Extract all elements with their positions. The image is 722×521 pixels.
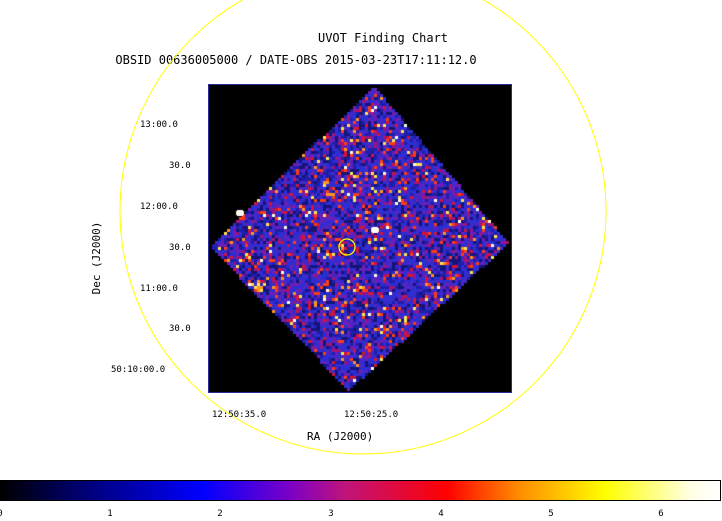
dec-tick-label: 11:00.0	[140, 284, 178, 294]
dec-tick-label: 30.0	[169, 161, 191, 171]
dec-axis-label: Dec (J2000)	[90, 221, 103, 295]
ra-tick-label: 12:50:35.0	[212, 410, 267, 420]
colorbar-tick-label: 6	[658, 509, 664, 519]
uvot-image-canvas	[209, 85, 511, 392]
field-of-view-circle	[119, 0, 607, 455]
colorbar	[0, 480, 721, 501]
colorbar-tick-label: 4	[438, 509, 444, 519]
dec-tick-label: 12:00.0	[140, 202, 178, 212]
colorbar-tick-label: 5	[548, 509, 554, 519]
dec-tick-label: 30.0	[169, 243, 191, 253]
colorbar-tick-label: 3	[328, 509, 334, 519]
sky-image	[208, 84, 512, 393]
dec-tick-label: 30.0	[169, 324, 191, 334]
colorbar-tick-label: 2	[217, 509, 223, 519]
ra-tick-label: 12:50:25.0	[344, 410, 399, 420]
dec-tick-label: 50:10:00.0	[111, 365, 166, 375]
chart-subtitle-obsid: OBSID 00636005000 / DATE-OBS 2015-03-23T…	[115, 53, 477, 67]
colorbar-tick-label: 1	[107, 509, 113, 519]
ra-axis-label: RA (J2000)	[307, 430, 374, 443]
colorbar-tick-label: 0	[0, 509, 3, 519]
chart-title: UVOT Finding Chart	[317, 31, 449, 45]
dec-tick-label: 13:00.0	[140, 120, 178, 130]
target-position-circle	[338, 238, 356, 256]
